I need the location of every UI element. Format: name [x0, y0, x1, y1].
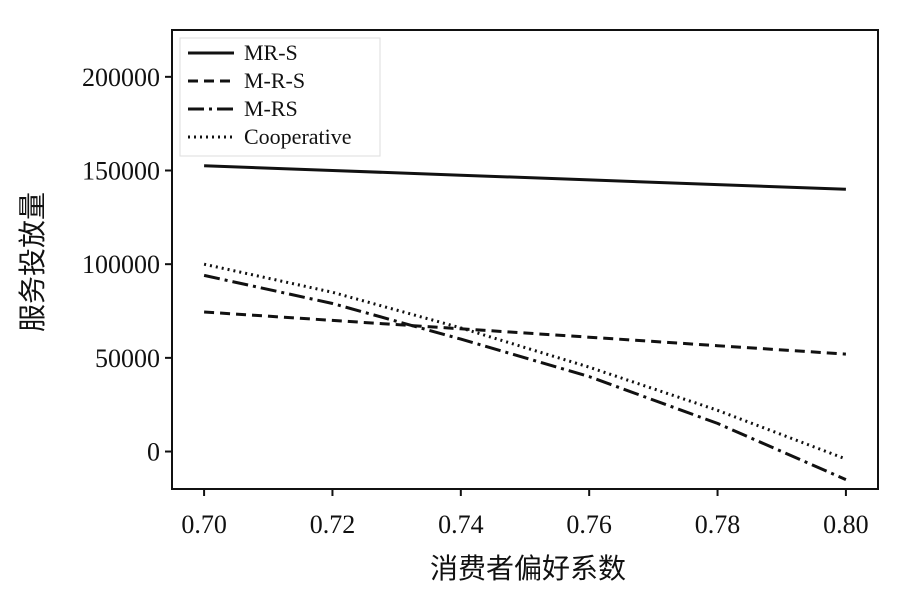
y-axis-ticks: 0 50000 100000 150000 200000	[82, 63, 172, 467]
x-tick-label: 0.72	[310, 510, 356, 539]
y-tick-label: 200000	[82, 63, 160, 92]
x-tick-label: 0.78	[695, 510, 741, 539]
series-line-m-rs	[203, 273, 847, 481]
series-line-cooperative	[203, 262, 847, 461]
legend-label: M-R-S	[244, 68, 305, 93]
x-tick-label: 0.80	[823, 510, 869, 539]
x-tick-label: 0.70	[181, 510, 227, 539]
legend-label: M-RS	[244, 96, 298, 121]
series-line-m-r-s	[204, 310, 846, 356]
legend-label: MR-S	[244, 40, 298, 65]
plot-frame	[171, 29, 879, 490]
x-axis-ticks: 0.70 0.72 0.74 0.76 0.78 0.80	[181, 489, 869, 539]
y-tick-label: 50000	[95, 344, 160, 373]
series-line-mr-s	[204, 164, 846, 191]
y-tick-label: 150000	[82, 157, 160, 186]
x-tick-label: 0.74	[438, 510, 484, 539]
y-tick-label: 100000	[82, 250, 160, 279]
legend-label: Cooperative	[244, 124, 352, 149]
legend: MR-S M-R-S M-RS Cooperative	[179, 37, 381, 157]
series-lines	[203, 164, 847, 481]
y-tick-label: 0	[147, 438, 160, 467]
x-tick-label: 0.76	[566, 510, 612, 539]
x-axis-title: 消费者偏好系数	[430, 552, 626, 585]
y-axis-title: 服务投放量	[16, 192, 49, 332]
legend-items: MR-S M-R-S M-RS Cooperative	[188, 40, 352, 149]
